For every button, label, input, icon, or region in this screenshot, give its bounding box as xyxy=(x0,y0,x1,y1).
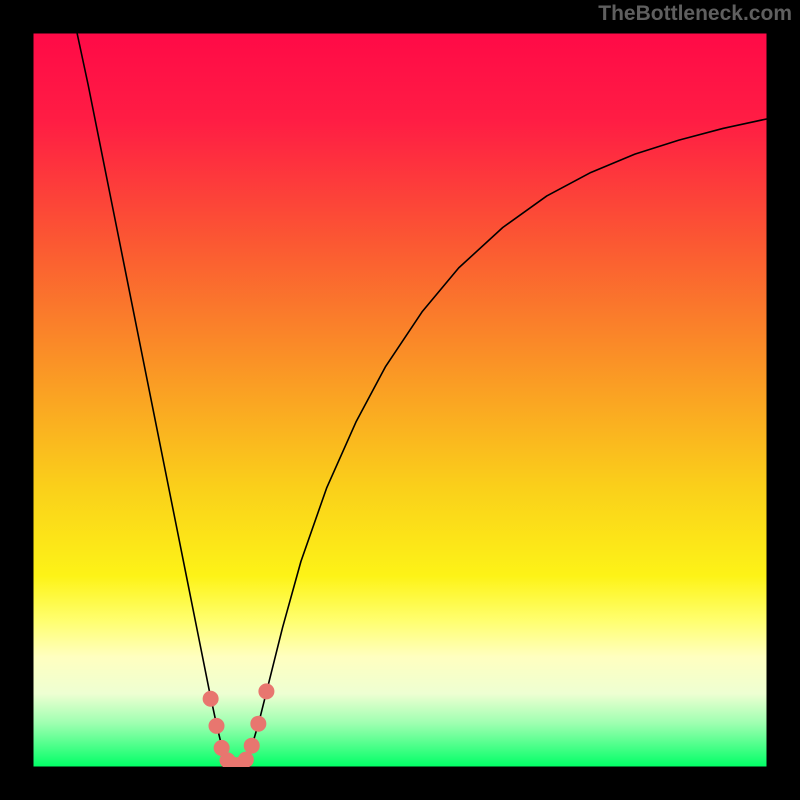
marker-dot xyxy=(203,691,218,706)
marker-dot xyxy=(209,718,224,733)
gradient-background xyxy=(33,33,767,767)
marker-dot xyxy=(259,684,274,699)
bottleneck-curve-chart xyxy=(0,0,800,800)
marker-dot xyxy=(251,716,266,731)
watermark-text: TheBottleneck.com xyxy=(598,2,792,26)
marker-dot xyxy=(244,738,259,753)
chart-container: TheBottleneck.com xyxy=(0,0,800,800)
marker-dot xyxy=(238,752,253,767)
